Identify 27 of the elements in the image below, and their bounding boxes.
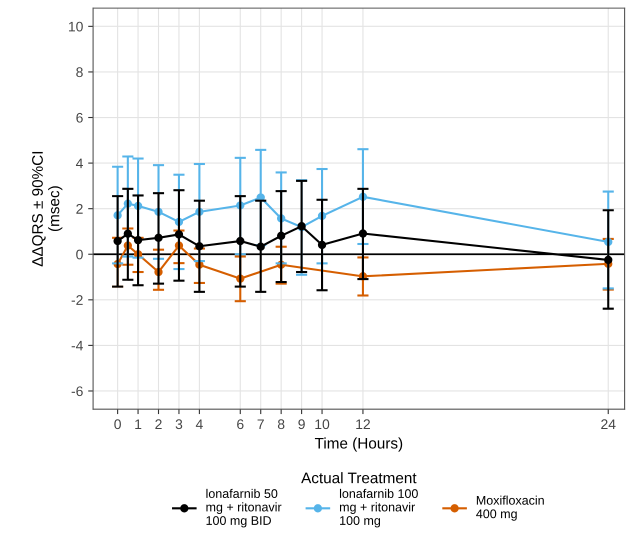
x-tick-label: 3 bbox=[176, 419, 182, 430]
legend-label: lonafarnib 100 mg + ritonavir 100 mg bbox=[340, 488, 418, 528]
x-tick-label: 12 bbox=[356, 419, 370, 429]
x-tick-label: 9 bbox=[298, 419, 305, 430]
y-axis-title: ΔΔQRS ± 90%CI (msec) bbox=[32, 152, 62, 266]
x-tick-label: 24 bbox=[601, 419, 616, 429]
y-tick-label: -6 bbox=[72, 386, 83, 396]
y-tick-label: 0 bbox=[76, 250, 83, 260]
x-tick-label: 4 bbox=[196, 419, 203, 429]
y-tick-label: -4 bbox=[72, 340, 83, 350]
y-tick-label: 10 bbox=[68, 22, 83, 32]
x-tick-label: 0 bbox=[114, 419, 121, 430]
x-tick-label: 6 bbox=[237, 419, 244, 430]
legend-label: Moxifloxacin 400 mg bbox=[476, 496, 544, 521]
y-tick-label: 8 bbox=[76, 67, 83, 78]
legend-label: lonafarnib 50 mg + ritonavir 100 mg BID bbox=[206, 488, 282, 528]
x-tick-label: 2 bbox=[155, 419, 162, 429]
x-tick-label: 10 bbox=[315, 419, 330, 430]
y-tick-label: 4 bbox=[76, 158, 83, 168]
legend-title: Actual Treatment bbox=[301, 472, 416, 484]
y-tick-label: 2 bbox=[76, 204, 83, 214]
x-tick-label: 1 bbox=[135, 419, 142, 429]
x-tick-label: 7 bbox=[258, 419, 264, 429]
x-tick-label: 8 bbox=[278, 419, 284, 430]
y-tick-label: -2 bbox=[72, 295, 83, 305]
y-tick-label: 6 bbox=[76, 112, 83, 123]
x-axis-title: Time (Hours) bbox=[314, 437, 402, 452]
